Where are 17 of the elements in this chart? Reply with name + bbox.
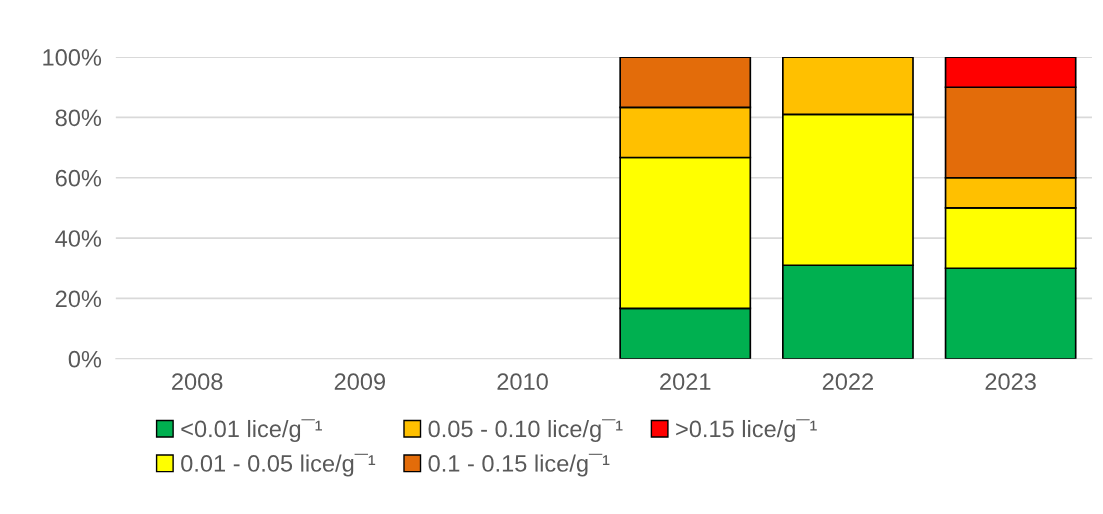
x-tick-label: 2009 — [334, 373, 385, 390]
y-tick-label: 40% — [55, 230, 102, 247]
legend-label: 0.01 - 0.05 lice/g¯¹ — [181, 453, 376, 477]
y-tick-label: 100% — [43, 49, 102, 66]
x-tick-label: 2023 — [985, 373, 1036, 390]
x-tick-label: 2021 — [660, 373, 711, 390]
legend-label: 0.05 - 0.10 lice/g¯¹ — [428, 419, 623, 442]
y-tick-label: 20% — [55, 290, 102, 308]
y-tick-label: 80% — [55, 109, 102, 127]
y-tick-label: 0% — [68, 350, 102, 368]
legend-label: 0.1 - 0.15 lice/g¯¹ — [428, 453, 610, 477]
x-tick-label: 2010 — [497, 373, 548, 390]
x-tick-label: 2022 — [822, 373, 874, 390]
legend-label: >0.15 lice/g¯¹ — [676, 419, 817, 442]
y-tick-label: 60% — [55, 169, 102, 187]
x-tick-label: 2008 — [172, 373, 223, 390]
legend-label: <0.01 lice/g¯¹ — [181, 419, 323, 442]
